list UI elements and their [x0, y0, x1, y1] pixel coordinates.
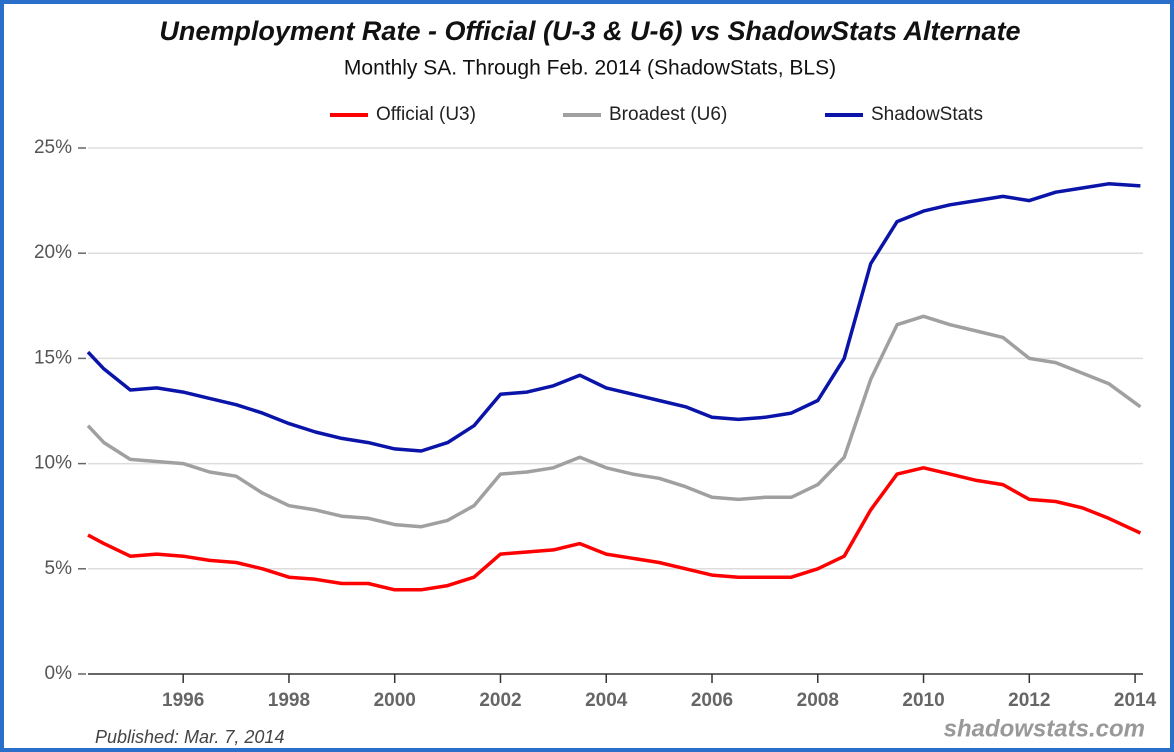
x-tick-label: 2008	[797, 690, 839, 711]
series-line	[86, 314, 1142, 529]
y-tick-label: 15%	[34, 347, 72, 368]
chart-title: Unemployment Rate - Official (U-3 & U-6)…	[159, 16, 1020, 46]
y-tick-label: 20%	[34, 242, 72, 263]
chart-subtitle: Monthly SA. Through Feb. 2014 (ShadowSta…	[344, 57, 836, 80]
legend-label: Official (U3)	[376, 104, 476, 125]
y-tick-label: 10%	[34, 453, 72, 474]
x-tick-label: 2010	[902, 690, 944, 711]
published-note: Published: Mar. 7, 2014	[95, 727, 284, 747]
legend-label: Broadest (U6)	[609, 104, 727, 125]
y-tick-label: 0%	[45, 663, 73, 684]
x-tick-label: 2014	[1114, 690, 1157, 711]
x-tick-label: 2006	[691, 690, 733, 711]
x-tick-label: 2012	[1008, 690, 1050, 711]
series-line	[86, 182, 1141, 453]
x-tick-label: 2000	[374, 690, 416, 711]
series-line	[87, 466, 1142, 592]
x-tick-label: 2002	[479, 690, 521, 711]
legend-label: ShadowStats	[871, 104, 983, 125]
x-tick-label: 2004	[585, 690, 628, 711]
y-tick-label: 5%	[45, 558, 73, 579]
y-tick-label: 25%	[34, 137, 72, 158]
source-watermark: shadowstats.com	[944, 715, 1145, 742]
x-tick-label: 1998	[268, 690, 310, 711]
x-tick-label: 1996	[162, 690, 204, 711]
